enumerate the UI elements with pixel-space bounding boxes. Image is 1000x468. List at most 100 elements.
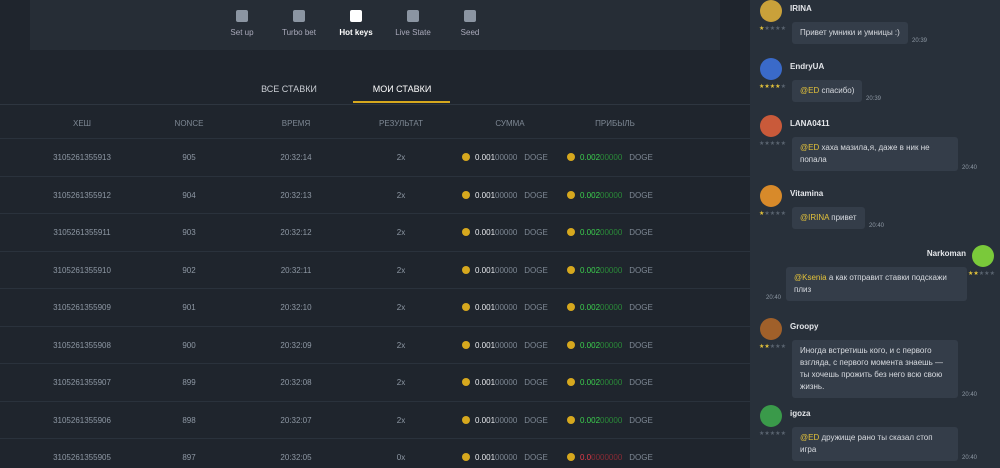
- result: 2x: [396, 303, 406, 312]
- amount-main: 0.001: [475, 340, 496, 350]
- star: ★: [769, 26, 776, 32]
- currency: DOGE: [524, 153, 548, 162]
- bet-row: 3105261355906 898 20:32:07 2x 0.00100000 DOGE…: [0, 400, 750, 439]
- star: ★: [764, 211, 770, 217]
- stars: ★★★★★: [759, 140, 786, 147]
- money: 0.00100000 DOGE: [462, 265, 572, 275]
- nonce: 904: [182, 190, 196, 200]
- amount-rest: 0000000: [591, 453, 623, 462]
- star: ★: [759, 26, 765, 32]
- amount-rest: 00000: [495, 303, 518, 312]
- bet-row: 3105261355912 904 20:32:13 2x 0.00100000 DOGE…: [0, 175, 750, 214]
- amount-main: 0.001: [475, 265, 496, 275]
- timestamp: 20:40: [869, 223, 885, 229]
- tab[interactable]: ВСЕ СТАВКИ: [261, 84, 317, 94]
- result: 2x: [396, 228, 406, 237]
- currency: DOGE: [524, 265, 548, 275]
- amount-rest: 00000: [600, 415, 623, 425]
- money: 0.00200000 DOGE: [567, 265, 677, 275]
- timestamp: 20:40: [962, 392, 978, 398]
- star: ★: [780, 431, 786, 437]
- hash: 3105261355909: [53, 303, 111, 312]
- coin-icon: [462, 378, 470, 386]
- hash: 3105261355911: [53, 228, 111, 237]
- coin-icon: [462, 415, 470, 424]
- toolbar-button[interactable]: Live State: [383, 10, 443, 37]
- bet-row: 3105261355910 902 20:32:11 2x 0.00100000 DOGE…: [0, 250, 750, 289]
- tab[interactable]: МОИ СТАВКИ: [372, 84, 432, 94]
- timestamp: 20:40: [962, 455, 978, 461]
- message-text: а как отправит ставки подскажи плиз: [794, 273, 947, 294]
- star: ★: [780, 211, 786, 217]
- star: ★: [775, 26, 781, 32]
- star: ★: [759, 84, 765, 90]
- amount-main: 0.001: [475, 415, 496, 425]
- currency: DOGE: [524, 378, 548, 387]
- amount-main: 0.002: [580, 190, 601, 200]
- nonce: 898: [182, 415, 196, 425]
- currency: DOGE: [629, 228, 653, 237]
- icon: [236, 10, 248, 22]
- avatar: [972, 245, 994, 267]
- star: ★: [968, 271, 974, 277]
- money: 0.00200000 DOGE: [567, 153, 677, 162]
- toolbar-button[interactable]: Seed: [440, 10, 500, 37]
- money: 0.00200000 DOGE: [567, 228, 677, 237]
- coin-icon: [462, 303, 470, 311]
- nonce: 897: [182, 453, 196, 462]
- toolbar-button[interactable]: Turbo bet: [269, 10, 329, 37]
- username[interactable]: igoza: [790, 409, 811, 418]
- star: ★: [769, 141, 776, 147]
- button-label: Live State: [395, 28, 431, 37]
- mention[interactable]: @ED: [800, 143, 820, 152]
- hash: 3105261355910: [53, 265, 111, 275]
- star: ★: [759, 431, 765, 437]
- currency: DOGE: [629, 453, 653, 462]
- result: 2x: [396, 378, 406, 387]
- money: 0.00100000 DOGE: [462, 415, 572, 425]
- time: 20:32:12: [280, 228, 312, 237]
- currency: DOGE: [524, 303, 548, 312]
- nonce: 901: [182, 303, 196, 312]
- money: 0.00200000 DOGE: [567, 303, 677, 312]
- coin-icon: [567, 228, 575, 236]
- icon: [293, 10, 305, 22]
- result: 2x: [396, 340, 406, 350]
- amount-rest: 00000: [495, 340, 518, 350]
- username[interactable]: Groopy: [790, 322, 819, 331]
- amount-main: 0.001: [475, 190, 496, 200]
- amount-main: 0.002: [580, 415, 601, 425]
- toolbar: Set up Turbo bet Hot keys Live State Seed: [30, 0, 720, 50]
- amount-rest: 00000: [495, 228, 518, 237]
- currency: DOGE: [524, 415, 548, 425]
- username[interactable]: Narkoman: [926, 249, 966, 258]
- star: ★: [759, 141, 765, 147]
- mention[interactable]: @IRINA: [800, 213, 830, 222]
- message-bubble: @Ksenia а как отправит ставки подскажи п…: [786, 267, 967, 301]
- username[interactable]: LANA0411: [790, 119, 830, 128]
- username[interactable]: IRINA: [790, 4, 812, 13]
- currency: DOGE: [629, 340, 653, 350]
- amount-rest: 00000: [495, 153, 518, 162]
- message-text: привет: [829, 213, 857, 222]
- icon: [407, 10, 419, 22]
- star: ★: [764, 141, 770, 147]
- currency: DOGE: [629, 303, 653, 312]
- toolbar-button[interactable]: Set up: [212, 10, 272, 37]
- mention[interactable]: @ED: [800, 86, 820, 95]
- result: 2x: [396, 265, 406, 275]
- username[interactable]: Vitamina: [790, 189, 824, 198]
- money: 0.00000000 DOGE: [567, 453, 677, 462]
- time: 20:32:13: [280, 190, 312, 200]
- toolbar-button[interactable]: Hot keys: [326, 10, 386, 37]
- result: 0x: [396, 453, 406, 462]
- button-label: Turbo bet: [282, 28, 316, 37]
- amount-main: 0.002: [580, 265, 601, 275]
- username[interactable]: EndryUA: [790, 62, 825, 71]
- coin-icon: [567, 415, 575, 424]
- mention[interactable]: @ED: [800, 433, 820, 442]
- star: ★: [775, 84, 781, 90]
- coin-icon: [567, 378, 575, 386]
- mention[interactable]: @Ksenia: [794, 273, 827, 282]
- timestamp: 20:40: [766, 295, 782, 301]
